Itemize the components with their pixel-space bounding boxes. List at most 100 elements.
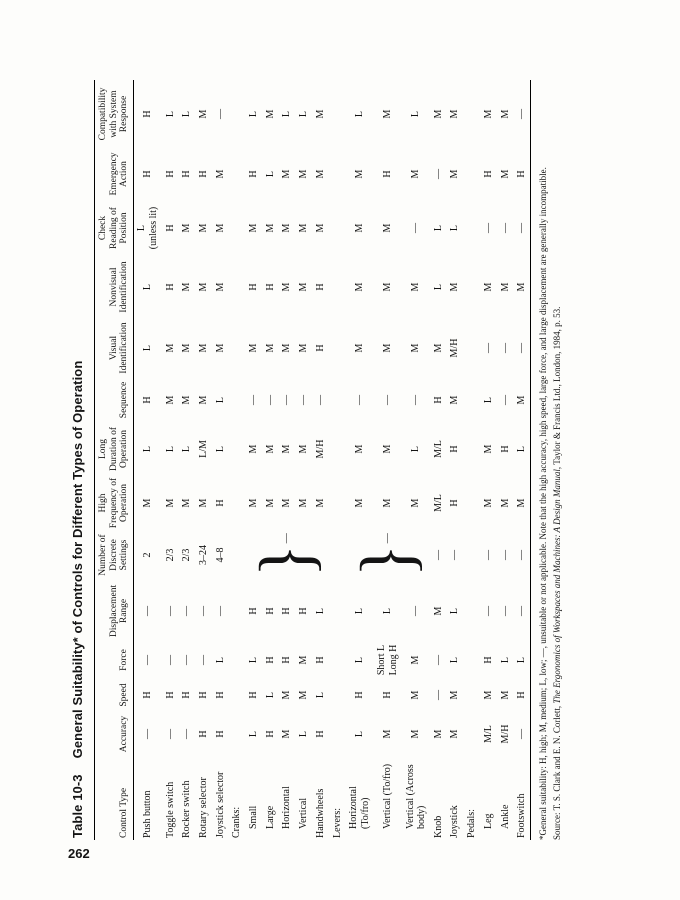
cell: — bbox=[449, 550, 461, 560]
cell: L bbox=[142, 344, 154, 352]
cell: 3–24 bbox=[198, 545, 210, 565]
cell: — bbox=[513, 712, 531, 756]
cell: L bbox=[214, 656, 226, 664]
cell: M bbox=[248, 498, 260, 508]
cell: M bbox=[353, 444, 365, 454]
cell: M bbox=[281, 498, 293, 508]
row-label: Joystick selector bbox=[214, 771, 226, 838]
row-label: Joystick bbox=[449, 805, 461, 838]
table-row: Knob M — — M — M/L M/L H M L L — M bbox=[430, 80, 447, 840]
cell: M bbox=[198, 109, 210, 119]
cell: M bbox=[382, 729, 394, 739]
table-row: Joystick selector H H L — 4–8 H L L M M M M — bbox=[212, 80, 229, 840]
cell: L bbox=[353, 607, 365, 615]
row-label: Toggle switch bbox=[164, 781, 176, 838]
cell: M bbox=[214, 282, 226, 292]
cell: M bbox=[499, 498, 511, 508]
column-header: Long Duration of Operation bbox=[94, 422, 134, 476]
cell: M bbox=[198, 498, 210, 508]
cell: H bbox=[264, 607, 276, 615]
cell: H bbox=[264, 730, 276, 738]
table-row: Toggle switch — H — — 2/3 M L M M H H H L bbox=[162, 80, 179, 840]
cell: M bbox=[353, 343, 365, 353]
row-label: Leg bbox=[482, 813, 494, 829]
cell: M bbox=[513, 378, 531, 422]
cell: H bbox=[248, 170, 260, 178]
cell: M/H bbox=[449, 338, 461, 358]
cell: M bbox=[353, 282, 365, 292]
cell: L bbox=[264, 691, 276, 699]
header-row: Control Type Accuracy Speed Force Displaceme… bbox=[94, 80, 134, 840]
grouped-cell: } — bbox=[244, 530, 329, 580]
cell: H bbox=[181, 691, 193, 699]
cell: H bbox=[314, 283, 326, 291]
cell: M bbox=[314, 223, 326, 233]
cell: — bbox=[142, 606, 154, 616]
cell: H bbox=[164, 224, 176, 232]
column-header: Emergency Action bbox=[94, 148, 134, 200]
cell: M bbox=[281, 729, 293, 739]
cell: M bbox=[382, 498, 394, 508]
cell: — bbox=[499, 223, 511, 233]
cell: M bbox=[264, 223, 276, 233]
cell: M bbox=[164, 395, 176, 405]
cell: L bbox=[164, 110, 176, 118]
section-row: Cranks: bbox=[229, 80, 246, 840]
cell: M/L bbox=[432, 440, 444, 458]
cell: L bbox=[298, 110, 310, 118]
suitability-table: Control Type Accuracy Speed Force Displaceme… bbox=[94, 80, 532, 840]
cell: L bbox=[214, 396, 226, 404]
cell: L bbox=[248, 730, 260, 738]
row-label: Footswitch bbox=[513, 756, 531, 840]
cell: H bbox=[513, 678, 531, 712]
column-header: Control Type bbox=[94, 756, 134, 840]
cell: H bbox=[142, 396, 154, 404]
cell: — bbox=[513, 530, 531, 580]
table-number: Table 10-3 bbox=[70, 774, 85, 838]
cell: M bbox=[281, 690, 293, 700]
cell: — bbox=[181, 655, 193, 665]
cell: — bbox=[353, 395, 365, 405]
cell: H bbox=[314, 344, 326, 352]
cell: L bbox=[314, 691, 326, 699]
cell: H bbox=[449, 499, 461, 507]
cell: — bbox=[482, 550, 494, 560]
cell: H bbox=[248, 283, 260, 291]
cell: H bbox=[298, 607, 310, 615]
row-label: Rocker switch bbox=[181, 780, 193, 839]
cell: H bbox=[214, 691, 226, 699]
cell: M bbox=[410, 282, 422, 292]
cell: H bbox=[432, 396, 444, 404]
cell: H bbox=[281, 656, 293, 664]
table-row: Rotary selector H H — — 3–24 M L/M M M M M H M bbox=[195, 80, 212, 840]
cell: M bbox=[410, 169, 422, 179]
cell: M bbox=[298, 498, 310, 508]
table-row: Rocker switch — H — — 2/3 M L M M M M H L bbox=[179, 80, 196, 840]
table-row: Joystick M M L L — H H M M/H M L M M bbox=[447, 80, 464, 840]
group-brace: } bbox=[244, 544, 329, 577]
cell: H bbox=[214, 499, 226, 507]
cell: H bbox=[264, 283, 276, 291]
section-row: Pedals: bbox=[464, 80, 481, 840]
source-suffix: , Taylor & Francis Ltd., London, 1984, p… bbox=[552, 306, 562, 470]
cell: M bbox=[264, 444, 276, 454]
table-title: Table 10-3 General Suitability* of Contro… bbox=[70, 60, 85, 838]
cell: L bbox=[449, 607, 461, 615]
cell: — bbox=[499, 550, 511, 560]
cell: M bbox=[353, 223, 365, 233]
cell: M bbox=[382, 282, 394, 292]
cell: M bbox=[432, 343, 444, 353]
column-header: Force bbox=[94, 642, 134, 678]
cell: L bbox=[382, 607, 394, 615]
cell: — bbox=[482, 223, 494, 233]
cell: 2 bbox=[142, 552, 154, 558]
table-row: Ankle M/H M L — — M H — — M — M M bbox=[497, 80, 514, 840]
cell: H bbox=[314, 656, 326, 664]
cell: M bbox=[248, 223, 260, 233]
cell: L bbox=[142, 445, 154, 453]
cell: L bbox=[248, 656, 260, 664]
cell: L bbox=[298, 730, 310, 738]
cell: H bbox=[482, 656, 494, 664]
cell: M bbox=[198, 343, 210, 353]
cell: M bbox=[281, 282, 293, 292]
